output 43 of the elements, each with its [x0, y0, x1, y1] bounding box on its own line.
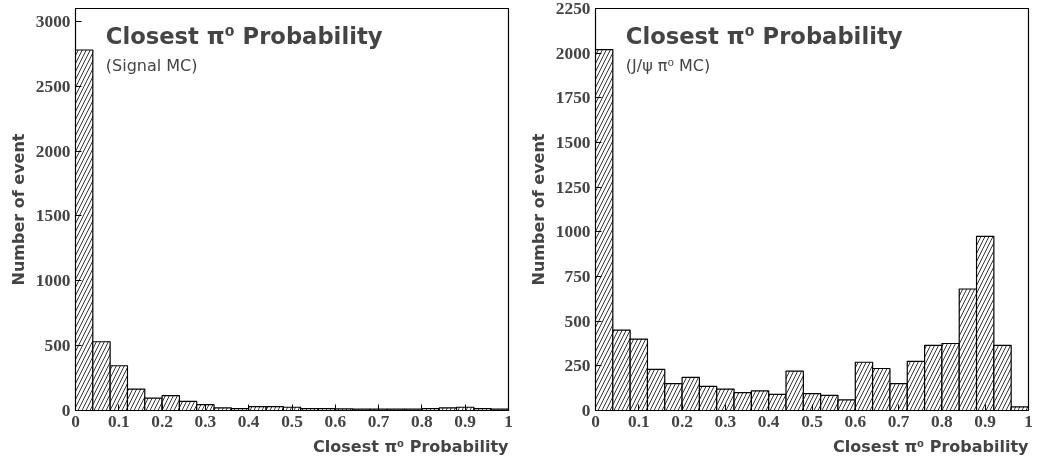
- x-tick-label: 0.7: [367, 411, 390, 431]
- x-tick-label: 0.1: [107, 411, 130, 431]
- text: Closest π⁰ Probability: [625, 22, 903, 49]
- x-tick-label: 0.4: [237, 411, 260, 431]
- text: (J/ψ π⁰ MC): [625, 55, 711, 75]
- x-tick-label: 0.4: [757, 411, 780, 431]
- y-tick-label: 2500: [35, 76, 71, 96]
- y-axis-title: Number of event: [528, 133, 548, 286]
- x-tick-label: 0.9: [974, 411, 997, 431]
- x-tick-label: 0.3: [714, 411, 737, 431]
- x-tick-label: 0.6: [324, 411, 347, 431]
- x-tick-label: 0.2: [151, 411, 173, 431]
- text: Closest π⁰ Probability: [105, 22, 383, 49]
- x-tick-label: 0.1: [627, 411, 650, 431]
- y-tick-label: 1750: [555, 88, 591, 108]
- x-tick-label: 0.7: [887, 411, 910, 431]
- y-tick-label: 1250: [555, 177, 591, 197]
- y-tick-label: 1500: [35, 206, 71, 226]
- y-tick-label: 1000: [35, 271, 71, 291]
- y-tick-label: 1000: [555, 222, 591, 242]
- x-tick-label: 0.9: [454, 411, 477, 431]
- y-axis-title: Number of event: [8, 133, 28, 286]
- y-tick-label: 250: [564, 356, 591, 376]
- x-tick-label: 0.8: [931, 411, 954, 431]
- x-axis-title: Closest π⁰ Probability: [313, 436, 510, 456]
- text: (Signal MC): [105, 55, 198, 75]
- y-tick-label: 2000: [555, 43, 591, 63]
- y-tick-label: 750: [564, 267, 591, 286]
- x-tick-label: 0.8: [411, 411, 434, 431]
- y-tick-label: 3000: [35, 11, 71, 31]
- x-tick-label: 0.3: [194, 411, 217, 431]
- x-tick-label: 0.6: [844, 411, 867, 431]
- y-tick-label: 2250: [555, 0, 591, 18]
- x-tick-label: 0.2: [671, 411, 693, 431]
- x-tick-label: 0.5: [281, 411, 304, 431]
- y-tick-label: 500: [564, 311, 591, 331]
- y-tick-label: 1500: [555, 133, 591, 152]
- x-tick-label: 1: [504, 411, 513, 431]
- y-tick-label: 2000: [35, 141, 71, 161]
- x-axis-title: Closest π⁰ Probability: [833, 436, 1030, 456]
- x-tick-label: 1: [1024, 411, 1033, 431]
- x-tick-label: 0.5: [801, 411, 824, 431]
- y-tick-label: 500: [44, 336, 71, 356]
